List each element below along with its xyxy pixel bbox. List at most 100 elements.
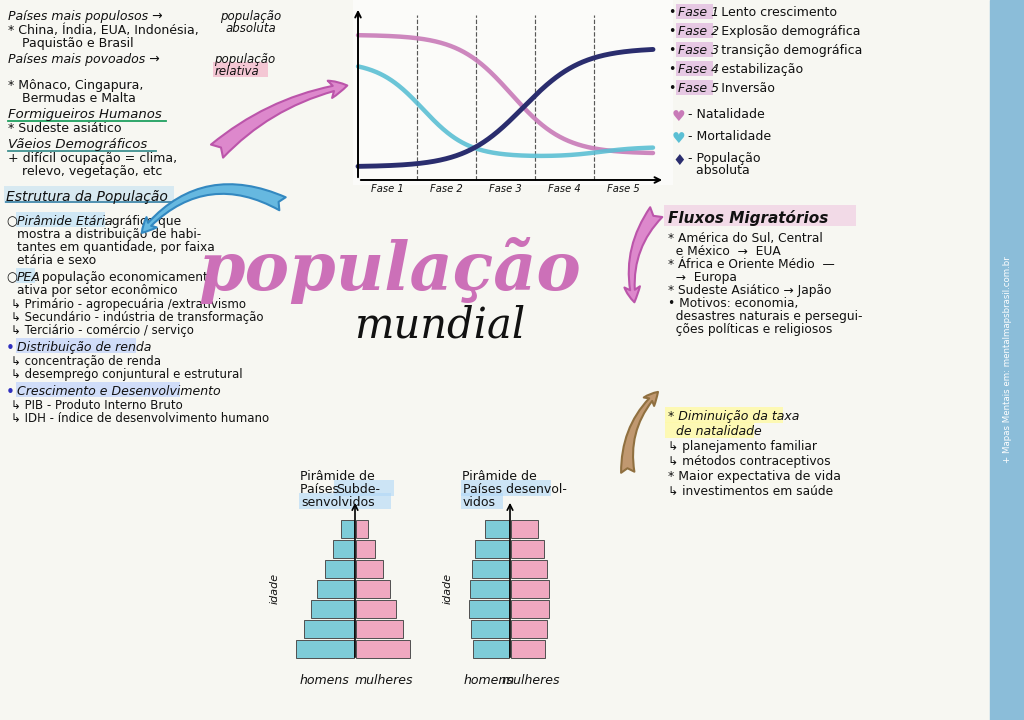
Text: - Mortalidade: - Mortalidade	[688, 130, 771, 143]
Text: ↳ desemprego conjuntural e estrutural: ↳ desemprego conjuntural e estrutural	[11, 368, 243, 381]
Bar	[990, 0, 1024, 720]
Bar	[296, 640, 354, 658]
Bar	[341, 520, 354, 538]
FancyBboxPatch shape	[16, 268, 36, 283]
Text: mulheres: mulheres	[354, 674, 414, 687]
Text: Fase 5: Fase 5	[678, 82, 719, 95]
Bar	[356, 560, 383, 578]
Text: ↳ planejamento familiar: ↳ planejamento familiar	[668, 440, 817, 453]
Text: Subde-: Subde-	[336, 483, 380, 496]
FancyBboxPatch shape	[461, 480, 551, 496]
Text: ○: ○	[6, 271, 16, 284]
Text: •: •	[668, 63, 676, 76]
Text: Pirâmide de: Pirâmide de	[300, 470, 375, 483]
Text: * Sudeste asiático: * Sudeste asiático	[8, 122, 122, 135]
Text: Países mais populosos →: Países mais populosos →	[8, 10, 163, 23]
Text: : população economicamente: : população economicamente	[35, 271, 216, 284]
FancyBboxPatch shape	[676, 23, 713, 38]
Text: desastres naturais e persegui-: desastres naturais e persegui-	[668, 310, 862, 323]
Bar	[475, 540, 509, 558]
Text: vidos: vidos	[463, 496, 496, 509]
Text: ↳ PIB - Produto Interno Bruto: ↳ PIB - Produto Interno Bruto	[11, 399, 182, 412]
Text: homens: homens	[463, 674, 513, 687]
Text: * Mônaco, Cingapura,: * Mônaco, Cingapura,	[8, 79, 143, 92]
Text: * Maior expectativa de vida: * Maior expectativa de vida	[668, 470, 841, 483]
Text: : estabilização: : estabilização	[713, 63, 803, 76]
Bar	[356, 520, 368, 538]
Text: Pirâmide Etária: Pirâmide Etária	[17, 215, 113, 228]
Text: Fase 3: Fase 3	[489, 184, 522, 194]
Text: idade: idade	[443, 572, 453, 603]
Text: homens: homens	[299, 674, 349, 687]
Text: Fase 2: Fase 2	[678, 25, 719, 38]
Bar	[304, 620, 354, 638]
Text: ♥: ♥	[672, 131, 686, 146]
Text: + Mapas Mentais em: mentalmapsbrasil.com.br: + Mapas Mentais em: mentalmapsbrasil.com…	[1002, 256, 1012, 464]
Text: ↳ Secundário - indústria de transformação: ↳ Secundário - indústria de transformaçã…	[11, 311, 263, 324]
Bar	[356, 580, 390, 598]
Text: Fase 2: Fase 2	[430, 184, 463, 194]
Text: Crescimento e Desenvolvimento: Crescimento e Desenvolvimento	[17, 385, 220, 398]
Text: população: população	[199, 236, 582, 304]
Text: →  Europa: → Europa	[668, 271, 737, 284]
Bar	[511, 620, 547, 638]
Bar	[471, 620, 509, 638]
Bar	[470, 580, 509, 598]
FancyBboxPatch shape	[299, 493, 391, 509]
Text: Fase 1: Fase 1	[678, 6, 719, 19]
FancyBboxPatch shape	[16, 338, 135, 353]
Text: PEA: PEA	[17, 271, 41, 284]
Bar	[511, 560, 547, 578]
Text: : Lento crescimento: : Lento crescimento	[713, 6, 837, 19]
FancyBboxPatch shape	[664, 205, 856, 226]
Text: população: população	[214, 53, 275, 66]
Text: ↳ concentração de renda: ↳ concentração de renda	[11, 355, 161, 368]
Text: ↳ investimentos em saúde: ↳ investimentos em saúde	[668, 485, 834, 498]
Text: : Explosão demográfica: : Explosão demográfica	[713, 25, 860, 38]
Text: * China, Índia, EUA, Indonésia,: * China, Índia, EUA, Indonésia,	[8, 24, 199, 37]
Text: Paquistão e Brasil: Paquistão e Brasil	[22, 37, 133, 50]
Text: Países desenvol-: Países desenvol-	[463, 483, 567, 496]
Text: •: •	[668, 44, 676, 57]
FancyBboxPatch shape	[334, 480, 394, 496]
Text: população: população	[220, 10, 282, 23]
FancyBboxPatch shape	[353, 0, 673, 185]
Bar	[472, 560, 509, 578]
Text: Formigueiros Humanos: Formigueiros Humanos	[8, 108, 162, 121]
Text: ↳ Primário - agropecuária /extrativismo: ↳ Primário - agropecuária /extrativismo	[11, 298, 246, 311]
Text: absoluta: absoluta	[688, 164, 750, 177]
FancyBboxPatch shape	[16, 212, 105, 227]
Text: Bermudas e Malta: Bermudas e Malta	[22, 92, 136, 105]
Text: tantes em quantidade, por faixa: tantes em quantidade, por faixa	[17, 241, 215, 254]
Text: + difícil ocupação = clima,: + difícil ocupação = clima,	[8, 152, 177, 165]
Text: ↳ Terciário - comércio / serviço: ↳ Terciário - comércio / serviço	[11, 324, 194, 337]
Text: Países: Países	[300, 483, 343, 496]
Text: •: •	[668, 25, 676, 38]
Text: Fase 1: Fase 1	[371, 184, 403, 194]
Text: relevo, vegetação, etc: relevo, vegetação, etc	[22, 165, 163, 178]
Text: etária e sexo: etária e sexo	[17, 254, 96, 267]
FancyBboxPatch shape	[461, 493, 503, 509]
Text: : transição demográfica: : transição demográfica	[713, 44, 862, 57]
Text: ções políticas e religiosos: ções políticas e religiosos	[668, 323, 833, 336]
Text: - Natalidade: - Natalidade	[688, 108, 765, 121]
Bar	[356, 540, 375, 558]
FancyBboxPatch shape	[676, 4, 713, 19]
Text: ativa por setor econômico: ativa por setor econômico	[17, 284, 177, 297]
Bar	[317, 580, 354, 598]
Text: ♦: ♦	[672, 153, 686, 168]
Bar	[356, 620, 403, 638]
Text: Fase 3: Fase 3	[678, 44, 719, 57]
Bar	[325, 560, 354, 578]
Bar	[511, 520, 538, 538]
Text: •: •	[668, 82, 676, 95]
Text: •: •	[668, 6, 676, 19]
Text: Fase 4: Fase 4	[678, 63, 719, 76]
FancyBboxPatch shape	[213, 62, 268, 77]
FancyBboxPatch shape	[665, 422, 754, 438]
FancyBboxPatch shape	[665, 407, 783, 423]
Text: * Diminuição da taxa: * Diminuição da taxa	[668, 410, 800, 423]
Text: Estrutura da População: Estrutura da População	[6, 190, 168, 204]
Text: * América do Sul, Central: * América do Sul, Central	[668, 232, 822, 245]
Text: ↳ métodos contraceptivos: ↳ métodos contraceptivos	[668, 455, 830, 468]
